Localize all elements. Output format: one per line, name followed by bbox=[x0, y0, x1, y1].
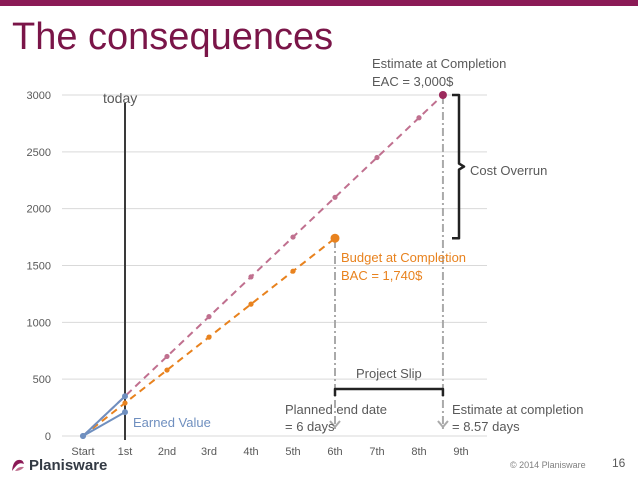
eac-series-point bbox=[206, 314, 212, 320]
y-tick-label: 500 bbox=[33, 374, 51, 386]
grid bbox=[62, 94, 487, 380]
y-tick-label: 1500 bbox=[27, 261, 51, 273]
eac-value: EAC = 3,000$ bbox=[372, 74, 454, 89]
series bbox=[80, 91, 447, 439]
planisware-logo-icon bbox=[12, 459, 24, 471]
eac-series-point bbox=[164, 353, 170, 360]
bac-series-point bbox=[122, 400, 128, 406]
estimate-end-arrow-icon bbox=[437, 420, 449, 429]
bac-series-point bbox=[248, 301, 254, 307]
actual-cost-series-point bbox=[122, 393, 128, 400]
bac-series-point bbox=[330, 233, 340, 243]
estimate-end-label: Estimate at completion bbox=[452, 402, 584, 417]
x-tick-label: 8th bbox=[411, 446, 426, 458]
eac-series-point bbox=[248, 274, 254, 280]
y-axis-ticks: 0 500 1000 1500 2000 2500 3000 bbox=[27, 90, 51, 443]
x-tick-label: 3rd bbox=[201, 446, 217, 458]
bac-value: BAC = 1,740$ bbox=[341, 268, 423, 283]
bac-series-point bbox=[164, 367, 170, 373]
x-tick-label: 6th bbox=[327, 446, 342, 458]
eac-series-point bbox=[332, 194, 338, 200]
y-tick-label: 3000 bbox=[27, 90, 51, 102]
x-tick-label: 2nd bbox=[158, 446, 176, 458]
planned-end-arrow-icon bbox=[329, 420, 341, 429]
today-label: today bbox=[103, 90, 138, 106]
cost-overrun-bracket bbox=[452, 93, 466, 240]
x-tick-label: 1st bbox=[118, 446, 133, 458]
x-tick-label: 9th bbox=[453, 446, 468, 458]
brackets bbox=[333, 93, 466, 396]
x-tick-label: 5th bbox=[285, 446, 300, 458]
logo-text: Planisware bbox=[29, 456, 108, 474]
eac-series-point bbox=[438, 91, 447, 99]
copyright: © 2014 Planisware bbox=[510, 460, 586, 470]
earned-value-series-point bbox=[122, 409, 128, 416]
x-tick-label: 4th bbox=[243, 446, 258, 458]
planned-end-value: = 6 days bbox=[285, 419, 335, 434]
y-tick-label: 1000 bbox=[27, 317, 51, 329]
page-number: 16 bbox=[612, 456, 626, 470]
marker-lines bbox=[124, 96, 449, 440]
bac-series-point bbox=[290, 268, 296, 274]
slide-title: The consequences bbox=[12, 16, 334, 58]
top-accent-bar bbox=[0, 0, 638, 6]
eac-label: Estimate at Completion bbox=[372, 56, 507, 71]
actual-cost-series-point bbox=[80, 433, 86, 439]
planisware-logo: Planisware bbox=[10, 455, 107, 475]
y-tick-label: 2000 bbox=[27, 204, 51, 216]
eac-series-point bbox=[416, 115, 422, 121]
bac-series-point bbox=[206, 334, 212, 340]
earned-value-series-line bbox=[82, 411, 126, 437]
cost-overrun-label: Cost Overrun bbox=[470, 163, 548, 178]
eac-series-point bbox=[290, 234, 296, 240]
eac-series-point bbox=[374, 154, 380, 161]
y-tick-label: 0 bbox=[45, 431, 51, 443]
bac-label: Budget at Completion bbox=[341, 250, 467, 265]
earned-value-label: Earned Value bbox=[133, 415, 211, 430]
x-axis-ticks: Start 1st 2nd 3rd 4th 5th 6th 7th 8th 9th bbox=[71, 446, 468, 458]
project-slip-bracket bbox=[333, 387, 445, 396]
estimate-end-value: = 8.57 days bbox=[452, 419, 520, 434]
planned-end-label: Planned end date bbox=[285, 402, 387, 417]
actual-cost-series-line bbox=[82, 395, 126, 437]
x-tick-label: Start bbox=[71, 446, 94, 458]
project-slip-label: Project Slip bbox=[356, 366, 422, 381]
eac-series-line bbox=[82, 94, 444, 437]
y-tick-label: 2500 bbox=[27, 147, 51, 159]
x-tick-label: 7th bbox=[369, 446, 384, 458]
